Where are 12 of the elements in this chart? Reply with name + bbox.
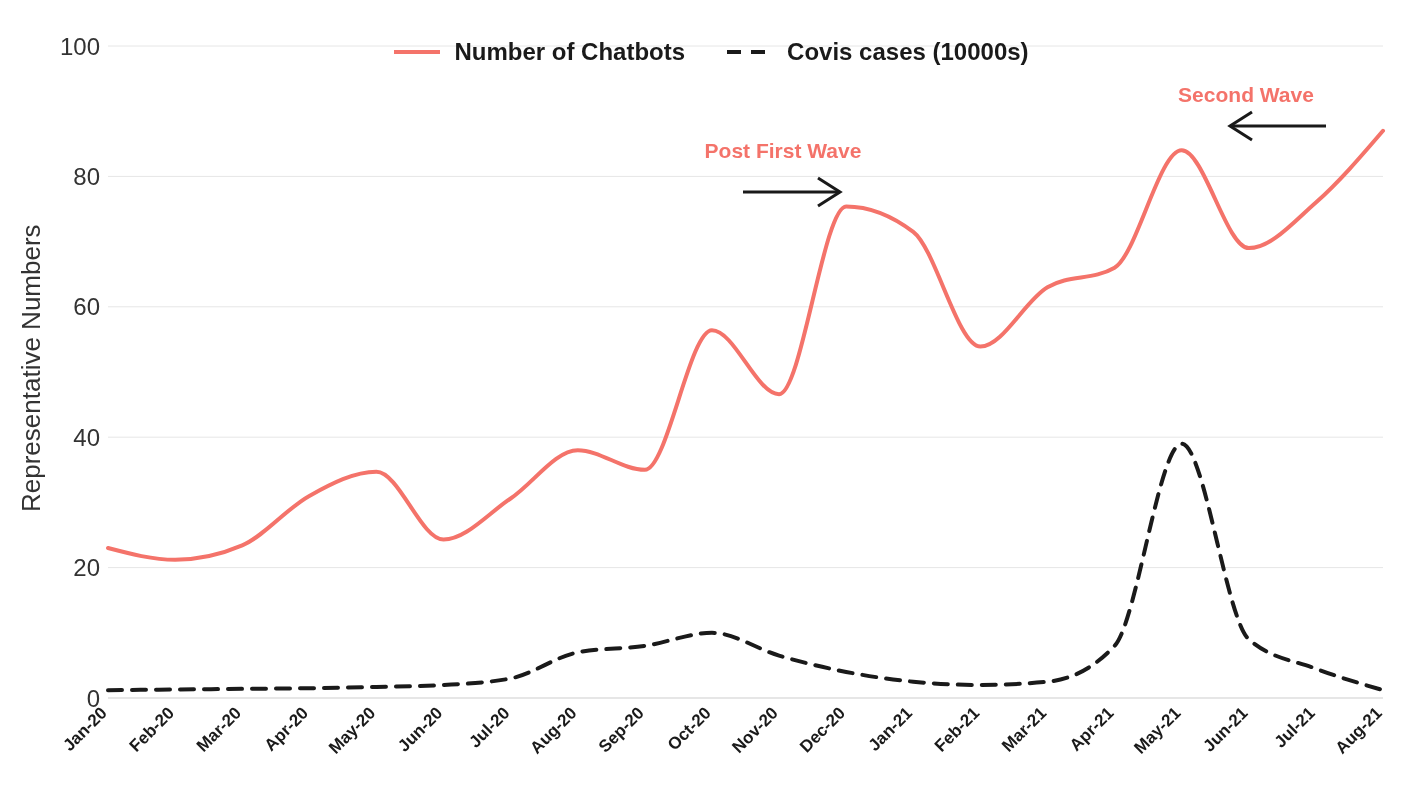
annotation: Post First Wave (704, 139, 862, 162)
legend-label: Covis cases (10000s) (787, 38, 1029, 66)
y-tick-label: 40 (73, 423, 100, 451)
legend-label: Number of Chatbots (454, 38, 686, 66)
y-tick-label: 80 (73, 162, 100, 190)
y-tick-label: 100 (59, 32, 100, 60)
line-series (106, 441, 1385, 693)
y-tick-label: 20 (73, 554, 100, 582)
line-series (106, 128, 1385, 562)
y-tick-label: 60 (73, 293, 100, 321)
annotation: Second Wave (1178, 83, 1314, 106)
y-axis-title: Representative Numbers (16, 224, 47, 512)
